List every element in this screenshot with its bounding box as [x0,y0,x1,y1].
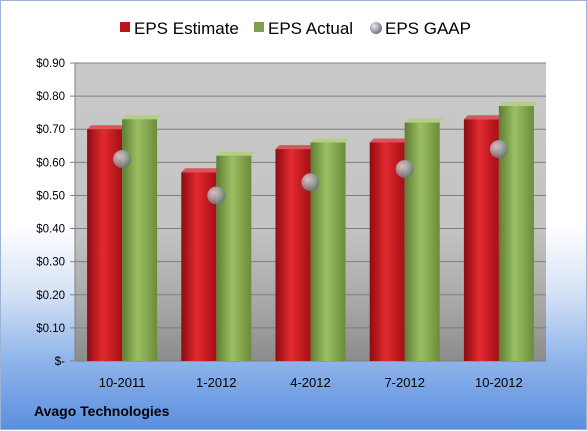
bar-top [275,145,315,150]
bar [87,129,123,361]
eps-estimate-bar [87,125,127,361]
bar [369,142,405,361]
y-tick-label: $0.40 [36,224,65,236]
eps-actual-bar [122,115,162,362]
company-name: Avago Technologies [34,403,170,419]
legend-swatch [120,22,130,32]
eps-estimate-bar [369,138,409,361]
eps-gaap-marker [489,140,508,159]
bar [181,172,217,361]
x-tick-label: 1-2012 [196,375,236,390]
eps-estimate-bar [463,115,503,362]
bar [404,122,440,361]
legend-item: EPS Actual [254,19,353,38]
legend-item: EPS GAAP [370,19,471,38]
eps-estimate-bar [181,168,221,361]
y-tick-label: $0.20 [36,290,65,302]
y-tick-label: $0.60 [36,157,65,169]
bar-top [122,115,162,120]
eps-actual-bar [310,138,350,361]
y-tick-label: $0.30 [36,257,65,269]
eps-gaap-marker [113,150,132,169]
eps-actual-bar [216,151,256,361]
bar-top [87,125,127,130]
x-tick-label: 7-2012 [384,375,424,390]
legend-swatch [370,22,382,34]
eps-gaap-marker [207,186,226,205]
y-tick-label: $0.50 [36,190,65,202]
bar-top [310,138,350,143]
legend-label: EPS Actual [268,19,353,38]
legend-swatch [254,22,264,32]
bar-top [181,168,221,173]
eps-gaap-marker [395,159,414,178]
eps-actual-bar [404,118,444,361]
x-tick-label: 10-2012 [475,375,523,390]
bar-top [404,118,444,123]
legend-item: EPS Estimate [120,19,239,38]
y-tick-label: $0.70 [36,124,65,136]
x-tick-label: 10-2011 [99,375,146,390]
bar-top [369,138,409,143]
bar-top [216,151,256,156]
y-tick-label: $- [55,356,65,368]
bar [463,119,499,362]
y-tick-label: $0.10 [36,323,65,335]
eps-actual-bar [498,102,538,362]
legend-label: EPS GAAP [385,19,471,38]
bar-top [498,102,538,107]
eps-gaap-marker [301,173,320,192]
y-tick-label: $0.80 [36,91,65,103]
y-tick-label: $0.90 [36,58,65,70]
x-tick-label: 4-2012 [290,375,330,390]
bar [216,155,252,361]
bar-top [463,115,503,120]
legend-label: EPS Estimate [134,19,239,38]
